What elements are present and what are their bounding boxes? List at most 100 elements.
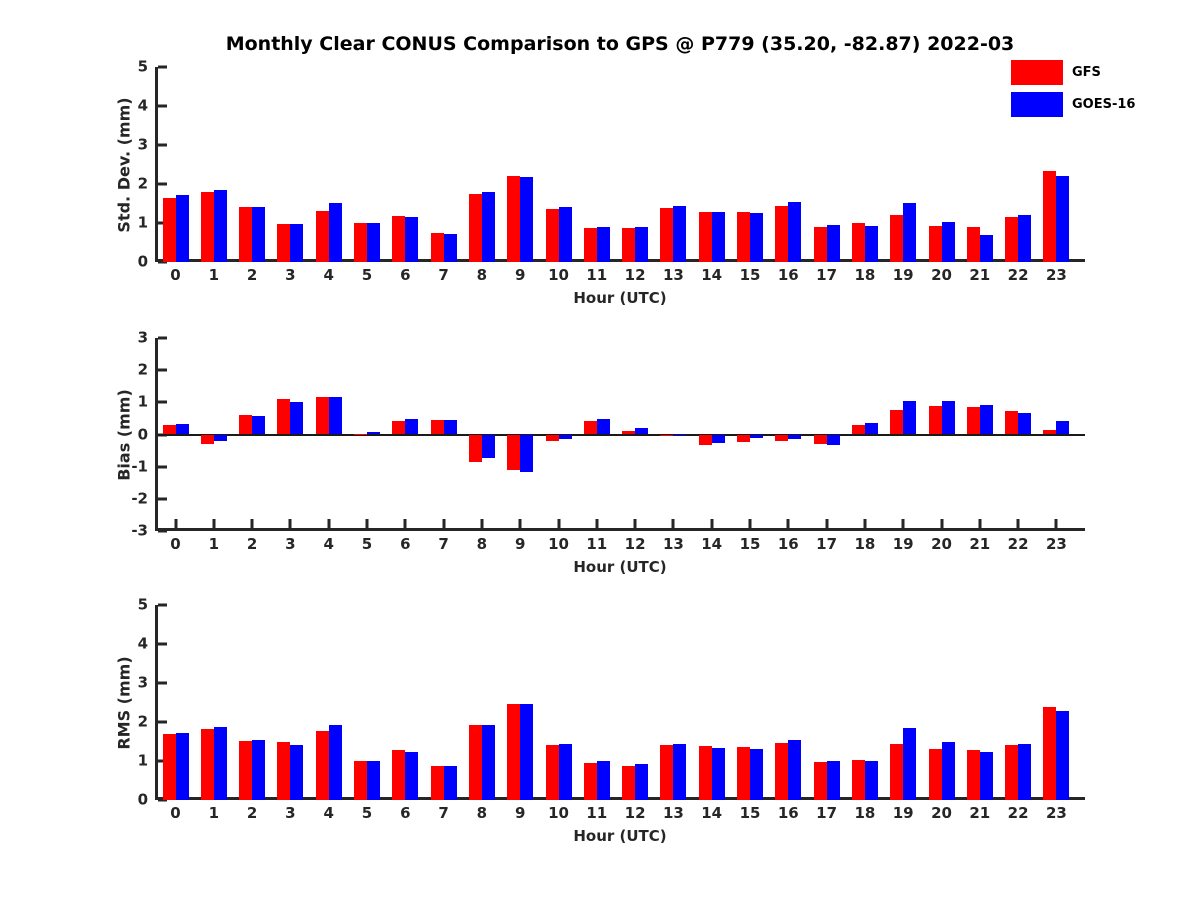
x-tick-label: 5 <box>361 535 373 553</box>
x-tick-label: 5 <box>361 266 373 284</box>
bar-gfs-hour-6 <box>392 750 406 800</box>
x-tick <box>442 519 446 528</box>
x-tick <box>863 519 867 528</box>
x-tick <box>174 519 177 528</box>
x-tick <box>1016 519 1020 528</box>
y-tick <box>158 368 167 372</box>
bar-gfs-hour-9 <box>507 434 521 470</box>
x-tick-label: 14 <box>701 804 723 822</box>
bar-gfs-hour-3 <box>277 742 291 800</box>
bar-goes16-hour-6 <box>405 419 419 435</box>
bar-goes16-hour-4 <box>328 724 342 800</box>
bar-gfs-hour-0 <box>162 425 176 435</box>
y-tick-label: 4 <box>137 96 148 115</box>
bar-goes16-hour-2 <box>252 740 266 800</box>
bar-goes16-hour-21 <box>979 234 993 262</box>
y-tick <box>158 143 167 147</box>
bar-goes16-hour-17 <box>826 224 840 262</box>
bar-goes16-hour-18 <box>864 225 878 262</box>
bar-gfs-hour-21 <box>966 226 980 262</box>
x-tick <box>288 519 292 528</box>
x-tick-label: 1 <box>208 804 220 822</box>
y-tick-label: -3 <box>131 521 148 540</box>
bar-goes16-hour-9 <box>520 434 534 473</box>
x-tick-label: 8 <box>476 535 488 553</box>
x-tick-label: 11 <box>586 266 608 284</box>
y-tick <box>158 400 167 404</box>
bar-goes16-hour-19 <box>903 203 917 262</box>
y-tick-label: 3 <box>137 673 148 692</box>
bar-goes16-hour-2 <box>252 206 266 262</box>
x-tick-label: 14 <box>701 266 723 284</box>
y-tick-label: 5 <box>137 57 148 76</box>
x-tick-label: 11 <box>586 535 608 553</box>
x-tick-label: 3 <box>285 266 296 284</box>
bar-gfs-hour-14 <box>698 746 712 800</box>
bias-panel: Bias (mm) -3 -2 -1 0 1 2 3 0 1 2 3 4 5 6 7 8 9 10 11 12 13 14… <box>115 330 1085 576</box>
bar-goes16-hour-20 <box>941 400 955 435</box>
x-tick-label: 7 <box>438 804 449 822</box>
bar-goes16-hour-8 <box>481 191 495 262</box>
bar-gfs-hour-14 <box>698 211 712 262</box>
x-tick-label: 7 <box>438 266 449 284</box>
bar-gfs-hour-20 <box>928 405 942 435</box>
rms-panel: RMS (mm) 0 1 2 3 4 5 0 1 2 3 4 5 6 7 8 9 10 11 12 13 14 15 16 1… <box>115 597 1085 845</box>
x-tick-label: 9 <box>514 535 526 553</box>
x-tick <box>978 519 982 528</box>
y-tick-label: 3 <box>137 135 148 154</box>
bar-goes16-hour-13 <box>673 206 687 262</box>
bar-gfs-hour-0 <box>162 734 176 800</box>
x-tick-label: 21 <box>969 535 991 553</box>
bar-gfs-hour-20 <box>928 748 942 800</box>
legend-item-goes16: GOES-16 <box>1011 92 1135 117</box>
x-tick-label: 8 <box>476 266 488 284</box>
bar-gfs-hour-13 <box>660 745 674 800</box>
bar-gfs-hour-5 <box>354 223 367 262</box>
y-tick-label: 2 <box>137 360 148 379</box>
x-tick-label: 6 <box>400 266 411 284</box>
bar-goes16-hour-3 <box>290 402 304 435</box>
bar-goes16-hour-8 <box>481 434 495 458</box>
bar-gfs-hour-16 <box>775 206 789 262</box>
bar-gfs-hour-2 <box>239 415 253 435</box>
y-tick <box>158 336 167 340</box>
bar-goes16-hour-17 <box>826 761 840 800</box>
bar-gfs-hour-8 <box>468 724 482 800</box>
bar-gfs-hour-16 <box>775 742 789 800</box>
legend-item-gfs: GFS <box>1011 60 1135 85</box>
x-tick-label: 15 <box>739 535 761 553</box>
bar-goes16-hour-4 <box>328 202 342 262</box>
x-tick-label: 19 <box>892 804 914 822</box>
y-tick-label: 3 <box>137 328 148 347</box>
x-tick-label: 23 <box>1045 266 1067 284</box>
x-tick-label: 15 <box>739 804 761 822</box>
bar-goes16-hour-3 <box>290 745 304 800</box>
bar-goes16-hour-11 <box>596 419 610 435</box>
x-tick-label: 15 <box>739 266 761 284</box>
y-tick <box>158 65 167 69</box>
x-tick-label: 20 <box>931 266 952 284</box>
bar-goes16-hour-11 <box>596 226 610 262</box>
bar-goes16-hour-6 <box>405 751 419 800</box>
bar-goes16-hour-10 <box>558 434 572 440</box>
y-tick-label: 5 <box>137 595 148 614</box>
bar-goes16-hour-13 <box>673 743 687 800</box>
bar-gfs-hour-2 <box>239 741 253 800</box>
x-tick-label: 4 <box>323 535 334 553</box>
bar-goes16-hour-14 <box>711 211 725 262</box>
bar-goes16-hour-23 <box>1056 176 1070 262</box>
x-tick-label: 13 <box>662 535 684 553</box>
bar-gfs-hour-11 <box>583 762 597 800</box>
bar-goes16-hour-22 <box>1018 215 1032 262</box>
bar-goes16-hour-18 <box>864 422 878 435</box>
legend: GFS GOES-16 <box>1011 60 1135 117</box>
x-tick <box>786 519 790 528</box>
y-tick <box>158 529 167 533</box>
y-tick-label: 0 <box>137 425 148 443</box>
bar-gfs-hour-19 <box>890 214 904 262</box>
bar-gfs-hour-15 <box>737 434 750 443</box>
bar-goes16-hour-4 <box>328 396 342 435</box>
bar-gfs-hour-15 <box>737 746 750 800</box>
rms-plot-area: 0 1 2 3 4 5 0 1 2 3 4 5 6 7 8 9 10 11 12 13 14 15 16 17 18 19 20 21… <box>138 597 1085 821</box>
bar-gfs-hour-5 <box>354 761 367 800</box>
